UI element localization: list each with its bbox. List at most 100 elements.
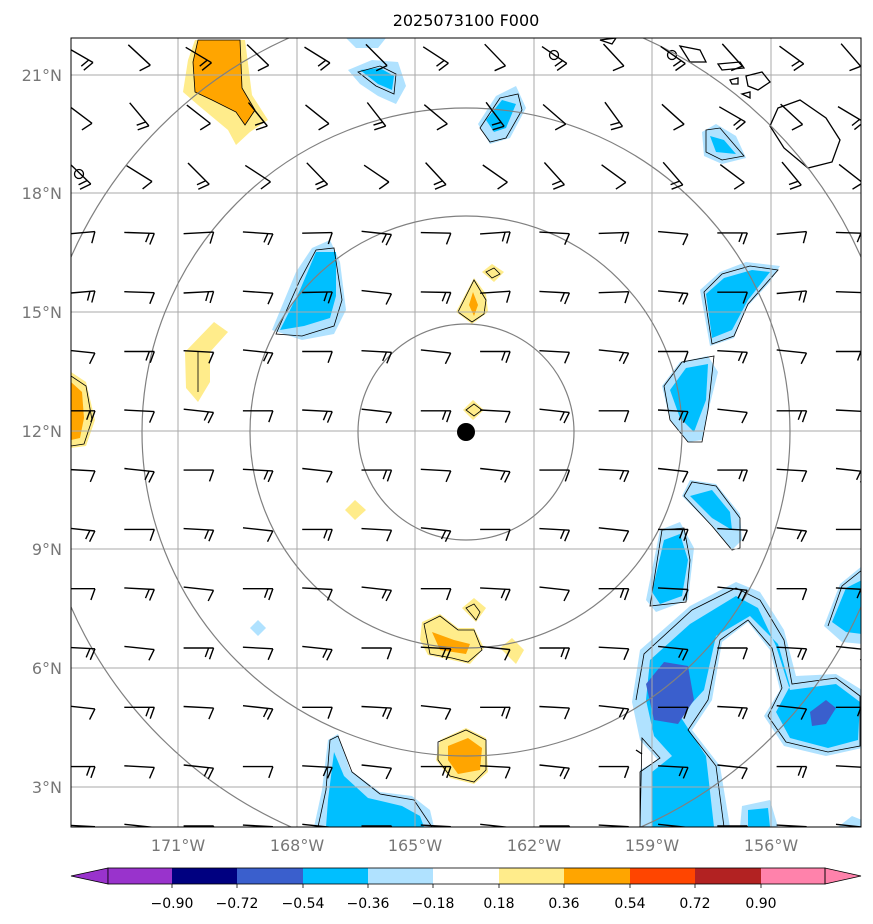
wind-barb-flag xyxy=(149,292,155,305)
contour-line-sw xyxy=(317,735,433,827)
lat-labels: 21°N 18°N 15°N 12°N 9°N 6°N 3°N xyxy=(22,66,62,797)
island-molokai xyxy=(716,61,746,71)
island-kahoolawe xyxy=(740,91,751,100)
wind-barb-flag xyxy=(860,777,861,779)
wind-barb-shaft xyxy=(124,291,155,294)
wind-barb-flag xyxy=(263,470,269,480)
wind-barb-shaft xyxy=(781,161,802,186)
wind-barb-flag xyxy=(267,233,274,246)
wind-barb-shaft xyxy=(183,350,214,353)
wind-barb-flag xyxy=(86,291,91,301)
wind-barb-flag xyxy=(317,59,327,67)
wind-barb-flag xyxy=(855,470,861,481)
wind-barb-flag xyxy=(445,292,452,304)
wind-barb-shaft xyxy=(71,468,96,472)
wind-barb-flag xyxy=(266,530,274,543)
wind-barb-flag xyxy=(203,767,210,777)
colorbar-segment xyxy=(172,868,237,884)
wind-barb-flag xyxy=(445,232,452,245)
wind-barb-shaft xyxy=(246,44,270,66)
contour-negative-top xyxy=(346,38,386,48)
wind-barb-flag xyxy=(733,118,742,127)
island-small-south xyxy=(635,749,643,755)
wind-barb-flag xyxy=(801,410,808,423)
wind-barb-flag xyxy=(326,649,333,661)
wind-barb-shaft xyxy=(420,231,451,234)
wind-barb-flag xyxy=(497,181,508,190)
wind-barb-flag xyxy=(735,121,746,131)
colorbar-segment xyxy=(368,868,433,884)
wind-barb-flag xyxy=(436,123,448,131)
wind-barb-shaft xyxy=(658,467,688,473)
wind-barb-flag xyxy=(504,767,511,779)
wind-barb-flag xyxy=(83,61,94,71)
graticule xyxy=(71,38,861,827)
wind-barb-shaft xyxy=(598,231,629,235)
wind-barb-shaft xyxy=(598,646,629,650)
wind-barb-shaft xyxy=(420,291,451,294)
wind-barb-flag xyxy=(852,183,861,190)
wind-barb-flag xyxy=(374,125,386,131)
wind-barb-flag xyxy=(78,179,88,186)
wind-barb-flag xyxy=(204,529,210,540)
wind-barb-flag xyxy=(563,767,570,780)
wind-barb-shaft xyxy=(658,230,688,235)
wind-barb-flag xyxy=(554,123,567,131)
wind-barb-flag xyxy=(268,410,274,423)
wind-barb-flag xyxy=(501,351,506,361)
contour-positive-blip xyxy=(482,264,504,282)
island-lanai xyxy=(729,77,739,85)
wind-barb-flag xyxy=(208,529,215,542)
wind-barb-flag xyxy=(506,291,511,303)
wind-barb-flag xyxy=(553,184,565,190)
contour-line-blip xyxy=(485,267,501,279)
wind-barb-flag xyxy=(564,233,571,245)
wind-barb-flag xyxy=(673,123,685,131)
wind-barb-flag xyxy=(81,122,93,131)
wind-barb-flag xyxy=(386,529,393,542)
wind-barb-flag xyxy=(444,708,452,720)
wind-barb-shaft xyxy=(363,164,390,183)
wind-barb-flag xyxy=(373,121,383,126)
wind-barb-flag xyxy=(445,648,452,661)
colorbar-segment xyxy=(695,868,761,884)
contour-line-south xyxy=(423,615,483,663)
contour-negative-se-arc-core xyxy=(652,534,688,604)
wind-barb-shaft xyxy=(423,104,448,125)
colorbar-segment xyxy=(564,868,630,884)
contour-line-north xyxy=(192,39,256,126)
wind-barb-flag xyxy=(267,292,274,305)
range-ring-1 xyxy=(357,323,575,541)
contour-line-nw xyxy=(357,65,397,95)
wind-barb-flag xyxy=(148,589,155,601)
wind-barb-flag xyxy=(262,352,269,362)
wind-barb-flag xyxy=(326,767,333,779)
wind-barb-flag xyxy=(560,647,566,658)
wind-barb-flag xyxy=(441,292,447,302)
contour-line-south-small xyxy=(465,603,481,621)
wind-barb-flag xyxy=(142,180,153,190)
wind-barb-flag xyxy=(862,707,866,718)
wind-barb-shaft xyxy=(361,527,392,531)
wind-barb-flag xyxy=(148,826,150,827)
lon-label: 159°W xyxy=(625,836,680,855)
wind-barb-flag xyxy=(741,412,748,424)
wind-barb-flag xyxy=(263,233,269,243)
wind-barb-shaft xyxy=(71,349,95,354)
contour-negative-east-mid-core xyxy=(670,364,708,432)
wind-barb-flag xyxy=(681,649,689,661)
wind-barb-flag xyxy=(208,647,215,660)
wind-barb-flag xyxy=(506,231,511,244)
wind-barb-shaft xyxy=(127,44,151,66)
wind-barb-shaft xyxy=(124,409,155,413)
contour-negative-east-low-core xyxy=(690,490,732,530)
wind-barb-flag xyxy=(679,529,684,539)
wind-barb-flag xyxy=(386,647,393,660)
wind-barb-flag xyxy=(145,232,150,243)
wind-barb-flag xyxy=(859,826,861,827)
contour-positive-south xyxy=(420,614,484,664)
colorbar-tick-label: −0.72 xyxy=(216,896,259,912)
wind-barb-flag xyxy=(853,123,861,131)
wind-barb-flag xyxy=(505,351,511,364)
wind-barb-flag xyxy=(434,183,447,190)
